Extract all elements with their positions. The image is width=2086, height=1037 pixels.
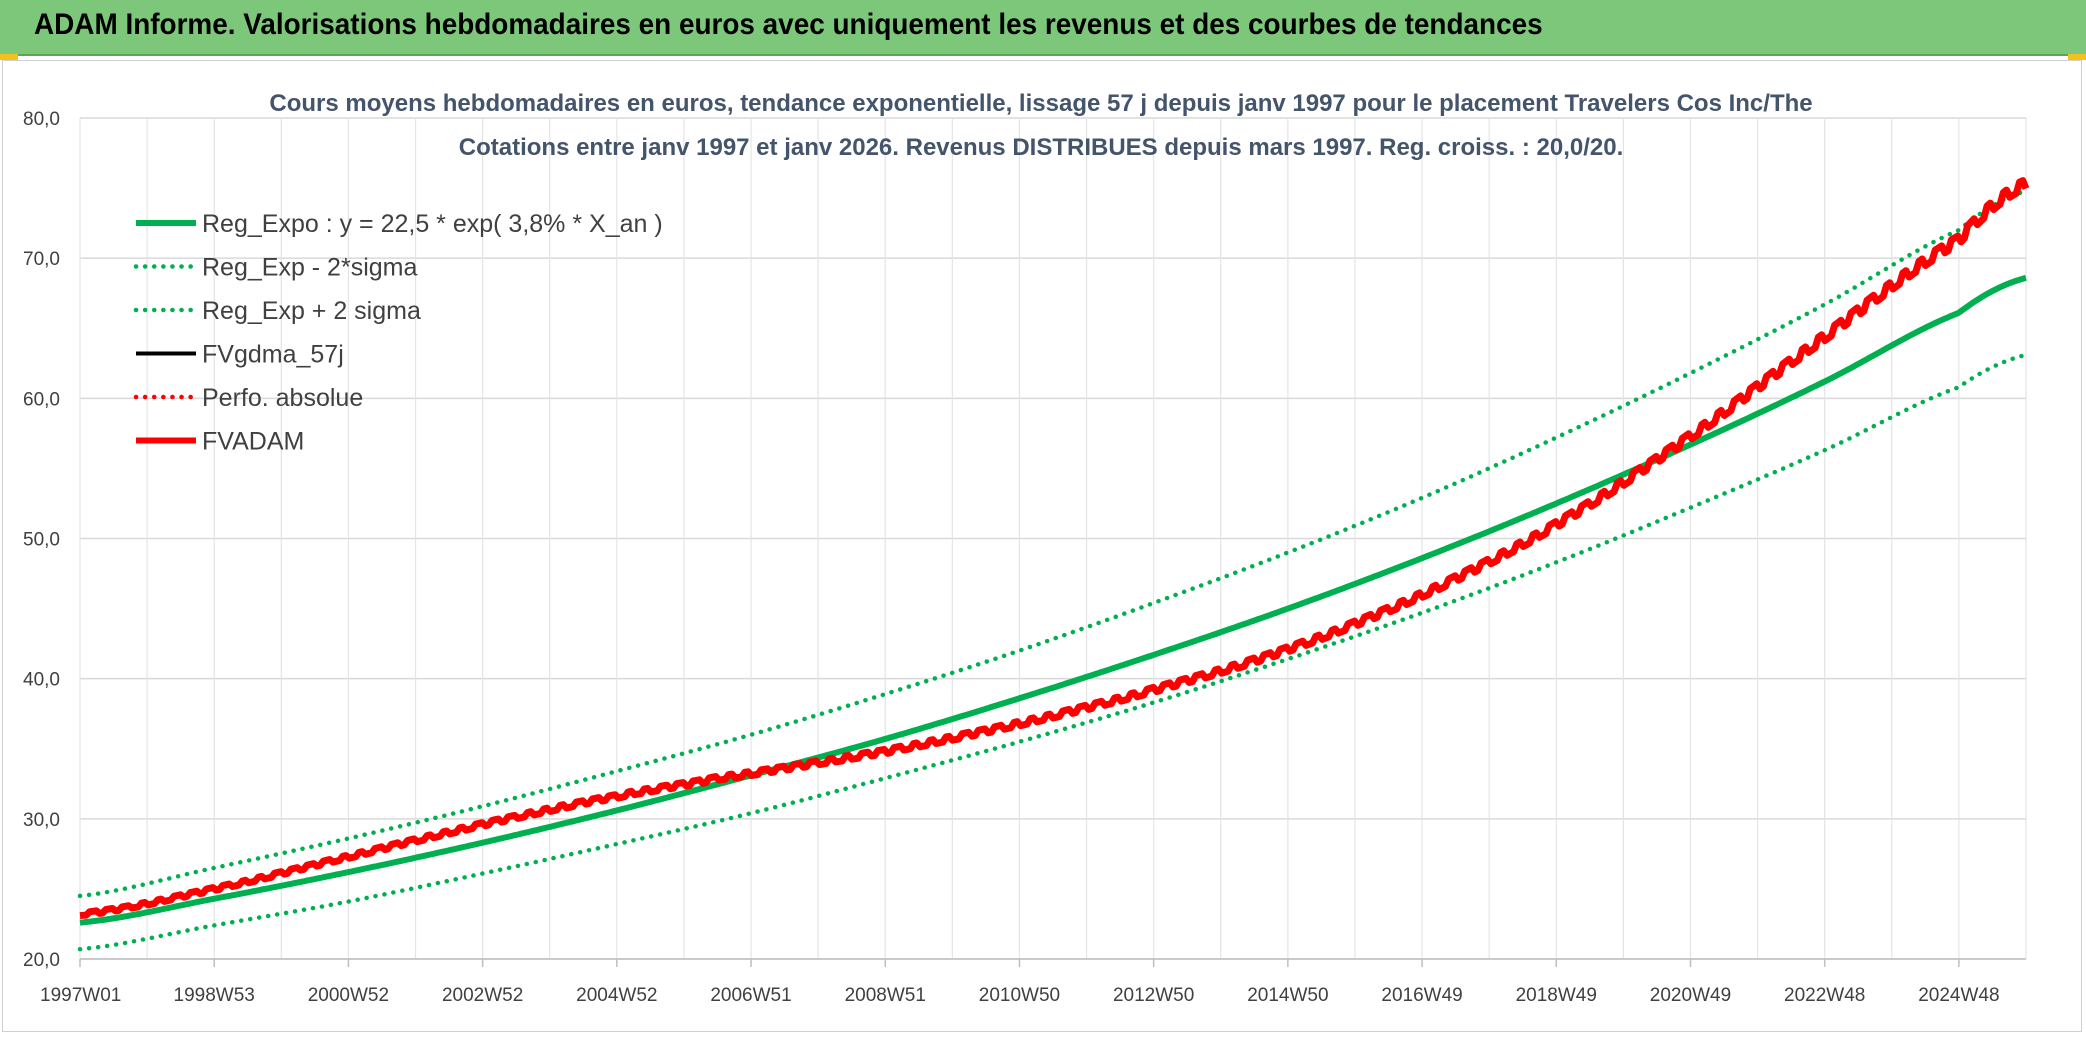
x-tick-label: 1997W01 — [40, 985, 121, 1006]
y-tick-label: 70,0 — [23, 249, 60, 270]
x-tick-label: 2004W52 — [576, 985, 657, 1006]
x-tick-label: 2018W49 — [1516, 985, 1597, 1006]
legend-label-1: Reg_Exp - 2*sigma — [202, 254, 417, 282]
x-tick-label: 2010W50 — [979, 985, 1060, 1006]
corner-accent-left — [0, 54, 18, 60]
x-tick-label: 2000W52 — [308, 985, 389, 1006]
y-tick-label: 60,0 — [23, 389, 60, 410]
series-line-0 — [79, 274, 2027, 926]
series-line-5 — [79, 177, 2030, 920]
corner-accent-right — [2068, 54, 2086, 60]
x-tick-label: 2024W48 — [1918, 985, 1999, 1006]
chart-title-line-1: Cours moyens hebdomadaires en euros, ten… — [269, 90, 1812, 117]
chart-frame — [2, 60, 2082, 1032]
x-tick-label: 2012W50 — [1113, 985, 1194, 1006]
x-tick-label: 2022W48 — [1784, 985, 1865, 1006]
x-tick-label: 2002W52 — [442, 985, 523, 1006]
x-tick-label: 2016W49 — [1381, 985, 1462, 1006]
report-title: ADAM Informe. Valorisations hebdomadaire… — [34, 8, 1543, 41]
y-tick-label: 80,0 — [23, 109, 60, 130]
x-tick-label: 2014W50 — [1247, 985, 1328, 1006]
x-tick-label: 2006W51 — [710, 985, 791, 1006]
series-line-2 — [77, 188, 2029, 899]
y-tick-label: 50,0 — [23, 530, 60, 551]
chart-title-line-2: Cotations entre janv 1997 et janv 2026. … — [459, 134, 1624, 161]
header-bar: ADAM Informe. Valorisations hebdomadaire… — [0, 0, 2086, 56]
legend-label-4: Perfo. absolue — [202, 384, 363, 412]
series-line-1 — [77, 352, 2029, 952]
y-tick-label: 20,0 — [23, 950, 60, 971]
y-tick-label: 40,0 — [23, 670, 60, 691]
y-tick-label: 30,0 — [23, 810, 60, 831]
legend: Reg_Expo : y = 22,5 * exp( 3,8% * X_an )… — [133, 210, 663, 456]
legend-label-2: Reg_Exp + 2 sigma — [202, 297, 421, 325]
grid — [79, 117, 2027, 960]
x-tick-label: 2008W51 — [845, 985, 926, 1006]
legend-label-3: FVgdma_57j — [202, 341, 344, 369]
chart-title-group: Cours moyens hebdomadaires en euros, ten… — [269, 90, 1812, 161]
x-tick-label: 1998W53 — [174, 985, 255, 1006]
legend-label-5: FVADAM — [202, 428, 304, 456]
legend-label-0: Reg_Expo : y = 22,5 * exp( 3,8% * X_an ) — [202, 210, 663, 238]
axes: 20,0 30,0 40,0 50,0 60,0 70,0 80,0 1997W01 1998W… — [23, 109, 2026, 1006]
x-tick-label: 2020W49 — [1650, 985, 1731, 1006]
series — [77, 177, 2030, 952]
